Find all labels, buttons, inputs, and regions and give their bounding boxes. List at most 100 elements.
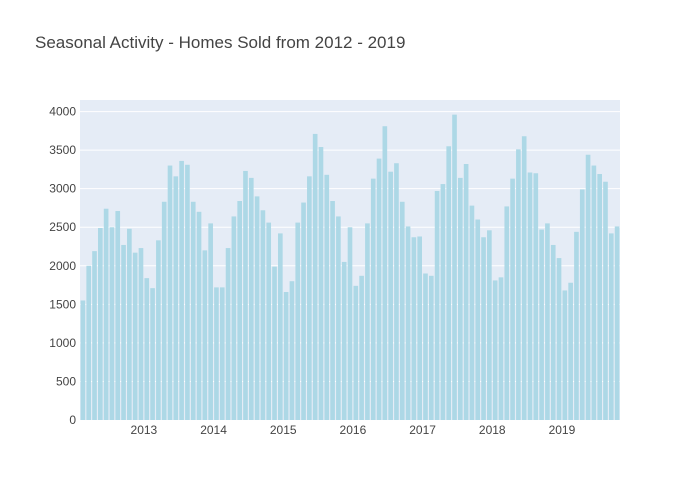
bar[interactable]: [382, 126, 388, 421]
bar[interactable]: [533, 173, 539, 420]
bar[interactable]: [359, 275, 364, 420]
bar[interactable]: [388, 171, 393, 420]
bar[interactable]: [98, 228, 103, 420]
bar[interactable]: [132, 252, 138, 420]
x-tick-label: 2017: [409, 423, 436, 437]
bar[interactable]: [376, 158, 382, 420]
bar[interactable]: [341, 261, 347, 420]
y-tick-label: 1000: [49, 336, 76, 350]
bar[interactable]: [243, 170, 248, 420]
bar[interactable]: [208, 223, 213, 420]
bar[interactable]: [260, 210, 266, 420]
bar[interactable]: [411, 237, 417, 420]
bar[interactable]: [492, 280, 498, 420]
bar[interactable]: [150, 288, 155, 420]
bar[interactable]: [324, 174, 330, 420]
y-tick-label: 1500: [49, 297, 76, 311]
bar[interactable]: [608, 233, 614, 420]
bar[interactable]: [370, 178, 376, 420]
bar[interactable]: [283, 292, 289, 420]
bar[interactable]: [452, 114, 457, 420]
x-tick-label: 2019: [549, 423, 576, 437]
bar[interactable]: [289, 281, 295, 420]
bar[interactable]: [481, 237, 486, 420]
bar[interactable]: [568, 282, 573, 420]
bar[interactable]: [266, 222, 272, 420]
bar[interactable]: [330, 201, 335, 420]
bar[interactable]: [127, 228, 132, 420]
bar[interactable]: [103, 208, 109, 420]
bar[interactable]: [428, 275, 434, 420]
bar[interactable]: [86, 265, 92, 420]
bar[interactable]: [405, 226, 411, 420]
bar[interactable]: [458, 177, 463, 420]
bar[interactable]: [301, 202, 306, 420]
bar[interactable]: [138, 248, 144, 420]
bar[interactable]: [248, 177, 254, 420]
bar[interactable]: [307, 176, 312, 420]
bar[interactable]: [214, 287, 219, 420]
bar[interactable]: [272, 266, 277, 420]
bar[interactable]: [423, 273, 428, 420]
bar[interactable]: [579, 189, 585, 420]
bar[interactable]: [179, 160, 184, 421]
bar[interactable]: [202, 250, 208, 420]
bar[interactable]: [446, 146, 452, 420]
bar[interactable]: [597, 174, 602, 420]
bar[interactable]: [254, 196, 260, 420]
bar[interactable]: [365, 223, 370, 420]
bar[interactable]: [347, 227, 353, 420]
bar[interactable]: [463, 164, 469, 420]
bar[interactable]: [144, 278, 150, 420]
bar[interactable]: [336, 216, 341, 420]
bar[interactable]: [545, 223, 550, 420]
bar[interactable]: [469, 205, 475, 420]
bar[interactable]: [556, 258, 562, 420]
bar[interactable]: [173, 176, 179, 420]
bar[interactable]: [498, 277, 504, 420]
bar[interactable]: [504, 206, 510, 420]
bar[interactable]: [516, 149, 521, 420]
bar[interactable]: [121, 244, 126, 420]
bar[interactable]: [185, 164, 190, 420]
bar[interactable]: [562, 290, 568, 420]
bar[interactable]: [231, 216, 237, 420]
bar[interactable]: [394, 163, 399, 420]
bar[interactable]: [434, 190, 440, 420]
bar[interactable]: [167, 165, 173, 420]
bar[interactable]: [585, 154, 591, 420]
bar[interactable]: [312, 133, 318, 420]
bar[interactable]: [80, 300, 86, 420]
bar[interactable]: [156, 240, 161, 420]
bar[interactable]: [190, 201, 196, 420]
bar[interactable]: [574, 231, 579, 420]
bar[interactable]: [510, 178, 515, 420]
bar[interactable]: [475, 219, 481, 420]
bar[interactable]: [487, 230, 492, 420]
bar[interactable]: [614, 226, 620, 420]
bar[interactable]: [161, 201, 167, 420]
bar[interactable]: [278, 233, 283, 420]
bars: [80, 114, 620, 421]
bar[interactable]: [318, 147, 324, 421]
bar[interactable]: [353, 285, 359, 420]
bar[interactable]: [527, 172, 533, 420]
bar[interactable]: [109, 227, 115, 420]
bar[interactable]: [295, 222, 301, 420]
bar[interactable]: [219, 287, 225, 420]
bar[interactable]: [591, 165, 597, 420]
bar[interactable]: [237, 201, 242, 420]
bar[interactable]: [550, 244, 556, 420]
bar[interactable]: [196, 211, 202, 420]
bar[interactable]: [440, 184, 446, 420]
bar[interactable]: [115, 211, 121, 420]
bar[interactable]: [521, 136, 527, 420]
bar[interactable]: [603, 181, 608, 420]
y-tick-label: 4000: [49, 105, 76, 119]
bar[interactable]: [399, 201, 405, 420]
bar[interactable]: [417, 236, 422, 420]
bar[interactable]: [539, 229, 544, 420]
bar[interactable]: [92, 251, 97, 420]
bar[interactable]: [225, 248, 231, 420]
x-tick-label: 2018: [479, 423, 506, 437]
